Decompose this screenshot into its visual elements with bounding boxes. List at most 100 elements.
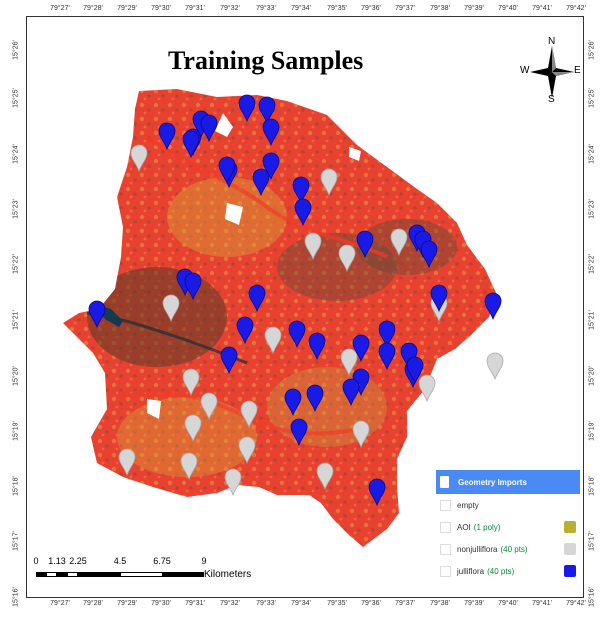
julliflora-marker-icon[interactable] <box>218 156 236 185</box>
legend-item-empty[interactable]: empty <box>436 494 580 516</box>
aoi-polygon <box>63 89 497 547</box>
legend-item-count: (40 pts) <box>500 544 528 554</box>
map-canvas <box>63 89 504 547</box>
julliflora-marker-icon[interactable] <box>158 122 176 151</box>
white-gap <box>147 399 161 419</box>
julliflora-marker-icon[interactable] <box>252 168 270 197</box>
nonjulliflora-marker-icon[interactable] <box>224 468 242 497</box>
julliflora-marker-icon[interactable] <box>378 320 396 349</box>
julliflora-marker-icon[interactable] <box>342 378 360 407</box>
nonjulliflora-marker-icon[interactable] <box>486 352 504 381</box>
legend-item-aoi[interactable]: AOI (1 poly) <box>436 516 580 538</box>
julliflora-marker-icon[interactable] <box>352 334 370 363</box>
color-swatch[interactable] <box>564 521 576 533</box>
julliflora-marker-icon[interactable] <box>288 320 306 349</box>
coordinate-tick-label: 79°39' <box>464 600 484 607</box>
julliflora-marker-icon[interactable] <box>294 198 312 227</box>
julliflora-marker-icon[interactable] <box>430 284 448 313</box>
julliflora-marker-icon[interactable] <box>378 342 396 371</box>
nonjulliflora-marker-icon[interactable] <box>316 462 334 491</box>
coordinate-tick-label: 15°16' <box>588 587 596 607</box>
julliflora-marker-icon[interactable] <box>248 284 266 313</box>
legend-panel: Geometry Imports empty AOI (1 poly) nonj… <box>436 470 580 582</box>
coordinate-tick-label: 79°27' <box>50 600 70 607</box>
nonjulliflora-marker-icon[interactable] <box>118 448 136 477</box>
nonjulliflora-marker-icon[interactable] <box>180 452 198 481</box>
julliflora-marker-icon[interactable] <box>200 114 218 143</box>
coordinate-tick-label: 79°42' <box>566 600 586 607</box>
scale-label-0: 0 <box>33 556 39 566</box>
coordinate-tick-label: 15°21' <box>588 310 596 330</box>
coordinate-tick-label: 15°16' <box>12 587 20 607</box>
legend-item-julliflora[interactable]: julliflora (40 pts) <box>436 560 580 582</box>
checkbox-icon[interactable] <box>440 543 451 555</box>
julliflora-marker-icon[interactable] <box>306 384 324 413</box>
legend-item-nonjulliflora[interactable]: nonjulliflora (40 pts) <box>436 538 580 560</box>
nonjulliflora-marker-icon[interactable] <box>304 232 322 261</box>
checkbox-icon[interactable] <box>440 565 451 577</box>
coordinate-tick-label: 79°35' <box>327 600 347 607</box>
coordinate-tick-label: 15°19' <box>12 421 20 441</box>
coordinate-tick-label: 79°33' <box>256 600 276 607</box>
nonjulliflora-marker-icon[interactable] <box>184 414 202 443</box>
color-swatch[interactable] <box>564 565 576 577</box>
coordinate-tick-label: 79°29' <box>117 5 137 12</box>
julliflora-marker-icon[interactable] <box>236 316 254 345</box>
map-title: Training Samples <box>168 46 364 75</box>
julliflora-marker-icon[interactable] <box>258 96 276 125</box>
julliflora-marker-icon[interactable] <box>238 94 256 123</box>
coordinate-tick-label: 79°38' <box>430 600 450 607</box>
scale-label-1: 1.13 <box>48 556 66 566</box>
nonjulliflora-marker-icon[interactable] <box>200 392 218 421</box>
julliflora-marker-icon[interactable] <box>284 388 302 417</box>
coordinate-tick-label: 15°20' <box>12 366 20 386</box>
julliflora-marker-icon[interactable] <box>356 230 374 259</box>
julliflora-marker-icon[interactable] <box>262 118 280 147</box>
nonjulliflora-marker-icon[interactable] <box>340 348 358 377</box>
nonjulliflora-marker-icon[interactable] <box>418 374 436 403</box>
nonjulliflora-marker-icon[interactable] <box>162 294 180 323</box>
julliflora-marker-icon[interactable] <box>182 130 200 159</box>
nonjulliflora-marker-icon[interactable] <box>264 326 282 355</box>
nonjulliflora-marker-icon[interactable] <box>238 436 256 465</box>
coordinate-tick-label: 15°22' <box>588 254 596 274</box>
coordinate-tick-label: 79°34' <box>291 5 311 12</box>
checkbox-icon[interactable] <box>440 476 449 488</box>
julliflora-marker-icon[interactable] <box>292 176 310 205</box>
color-swatch[interactable] <box>564 543 576 555</box>
nonjulliflora-marker-icon[interactable] <box>130 144 148 173</box>
nonjulliflora-marker-icon[interactable] <box>352 420 370 449</box>
julliflora-marker-icon[interactable] <box>262 152 280 181</box>
julliflora-marker-icon[interactable] <box>290 418 308 447</box>
coordinate-tick-label: 79°30' <box>151 600 171 607</box>
coordinate-tick-label: 79°34' <box>291 600 311 607</box>
julliflora-marker-icon[interactable] <box>484 292 502 321</box>
julliflora-marker-icon[interactable] <box>420 240 438 269</box>
checkbox-icon[interactable] <box>440 499 451 511</box>
coordinate-tick-label: 15°17' <box>12 531 20 551</box>
coordinate-tick-label: 79°28' <box>83 5 103 12</box>
coordinate-tick-label: 79°27' <box>50 5 70 12</box>
legend-header: Geometry Imports <box>436 470 580 494</box>
julliflora-marker-icon[interactable] <box>184 272 202 301</box>
julliflora-marker-icon[interactable] <box>406 356 424 385</box>
nonjulliflora-marker-icon[interactable] <box>240 400 258 429</box>
julliflora-marker-icon[interactable] <box>368 478 386 507</box>
coordinate-tick-label: 79°42' <box>566 5 586 12</box>
checkbox-icon[interactable] <box>440 521 451 533</box>
coordinate-tick-label: 79°37' <box>395 5 415 12</box>
nonjulliflora-marker-icon[interactable] <box>320 168 338 197</box>
nonjulliflora-marker-icon[interactable] <box>390 228 408 257</box>
coordinate-tick-label: 79°41' <box>532 5 552 12</box>
nonjulliflora-marker-icon[interactable] <box>338 244 356 273</box>
south-label: S <box>548 94 555 105</box>
coordinate-tick-label: 15°18' <box>12 476 20 496</box>
julliflora-marker-icon[interactable] <box>220 346 238 375</box>
legend-title: Geometry Imports <box>458 477 527 487</box>
scale-segment <box>120 572 163 577</box>
julliflora-marker-icon[interactable] <box>308 332 326 361</box>
julliflora-marker-icon[interactable] <box>88 300 106 329</box>
coordinate-tick-label: 15°25' <box>12 88 20 108</box>
nonjulliflora-marker-icon[interactable] <box>182 368 200 397</box>
coordinate-tick-label: 79°40' <box>498 5 518 12</box>
